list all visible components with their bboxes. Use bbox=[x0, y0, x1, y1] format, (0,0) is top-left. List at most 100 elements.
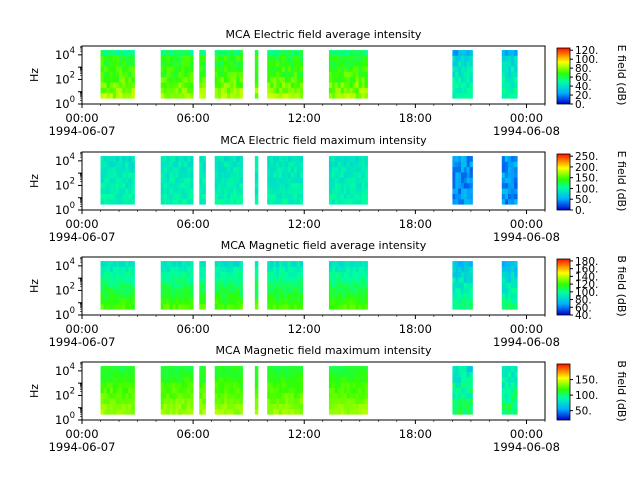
data-block bbox=[100, 366, 135, 415]
colorbar-tick-label: 100. bbox=[575, 54, 598, 66]
colorbar-tick-label: 250. bbox=[575, 151, 598, 163]
colorbar-tick-label: 100. bbox=[575, 287, 598, 299]
data-block bbox=[328, 156, 368, 205]
data-block bbox=[100, 156, 135, 205]
y-axis-label: Hz bbox=[28, 279, 41, 293]
x-tick-label: 06:00 bbox=[177, 111, 210, 125]
data-block bbox=[501, 50, 518, 99]
data-block bbox=[328, 261, 368, 310]
colorbar-tick-label: 50. bbox=[575, 194, 592, 206]
data-block bbox=[214, 156, 243, 205]
x-tick-label: 00:00 bbox=[510, 217, 543, 231]
data-block bbox=[267, 156, 304, 205]
colorbar-tick-label: 60. bbox=[575, 302, 592, 314]
colorbar-tick-label: 120. bbox=[575, 279, 598, 291]
colorbar-tick-label: 80. bbox=[575, 63, 592, 75]
x-tick-label: 00:00 bbox=[65, 217, 98, 231]
colorbar-tick-label: 140. bbox=[575, 271, 598, 283]
colorbar-tick-label: 40. bbox=[575, 81, 592, 93]
colorbar: 0.50.100.150.200.250. E field (dB) bbox=[556, 151, 628, 217]
y-ticks: 100 102 104 bbox=[55, 362, 82, 427]
data-block bbox=[214, 261, 243, 310]
x-tick-label: 06:00 bbox=[177, 322, 210, 336]
panel-title: MCA Magnetic field average intensity bbox=[221, 239, 427, 252]
data-block bbox=[267, 366, 304, 415]
data-block bbox=[501, 261, 518, 310]
data-block bbox=[254, 50, 259, 99]
x-tick-date: 1994-06-07 bbox=[49, 440, 116, 454]
x-tick-label: 00:00 bbox=[65, 427, 98, 441]
panel-2: MCA Electric field maximum intensity Hz 10… bbox=[28, 134, 628, 244]
data-block bbox=[160, 156, 194, 205]
panel-title: MCA Electric field average intensity bbox=[226, 28, 422, 41]
colorbar-tick-label: 100. bbox=[575, 390, 598, 402]
data-block bbox=[501, 156, 518, 205]
x-tick-label: 12:00 bbox=[288, 322, 321, 336]
x-tick-label: 18:00 bbox=[399, 427, 432, 441]
x-tick-date: 1994-06-08 bbox=[493, 230, 560, 244]
y-tick-label: 104 bbox=[55, 257, 75, 273]
x-tick-date: 1994-06-08 bbox=[493, 124, 560, 138]
colorbar: 0.20.40.60.80.100.120. E field (dB) bbox=[556, 45, 628, 111]
colorbar-tick-label: 150. bbox=[575, 173, 598, 185]
x-tick-date: 1994-06-07 bbox=[49, 230, 116, 244]
data-block bbox=[254, 366, 259, 415]
data-block bbox=[199, 366, 206, 415]
data-block bbox=[199, 261, 206, 310]
colorbar-label: B field (dB) bbox=[615, 255, 628, 316]
y-tick-label: 102 bbox=[55, 386, 75, 402]
x-tick-date: 1994-06-08 bbox=[493, 335, 560, 349]
colorbar-tick-label: 0. bbox=[575, 205, 585, 217]
colorbar-tick-label: 100. bbox=[575, 183, 598, 195]
colorbar-label: E field (dB) bbox=[615, 151, 628, 212]
axes-frame bbox=[81, 361, 546, 421]
colorbar-tick-label: 160. bbox=[575, 264, 598, 276]
x-tick-label: 18:00 bbox=[399, 217, 432, 231]
data-block bbox=[214, 366, 243, 415]
colorbar-label: E field (dB) bbox=[615, 45, 628, 106]
colorbar-tick-label: 180. bbox=[575, 256, 598, 268]
x-tick-date: 1994-06-07 bbox=[49, 335, 116, 349]
x-tick-date: 1994-06-08 bbox=[493, 440, 560, 454]
y-axis-label: Hz bbox=[28, 174, 41, 188]
data-block bbox=[214, 50, 243, 99]
spectrogram bbox=[100, 50, 518, 99]
panel-4: MCA Magnetic field maximum intensity Hz 10… bbox=[28, 344, 628, 454]
panel-title: MCA Electric field maximum intensity bbox=[220, 134, 427, 147]
colorbar-tick-label: 120. bbox=[575, 45, 598, 57]
data-block bbox=[328, 366, 368, 415]
data-block bbox=[160, 50, 194, 99]
colorbar-tick-label: 50. bbox=[575, 406, 592, 418]
axes-frame bbox=[81, 45, 546, 105]
data-block bbox=[199, 50, 206, 99]
x-tick-label: 06:00 bbox=[177, 217, 210, 231]
data-block bbox=[254, 156, 259, 205]
y-axis-label: Hz bbox=[28, 68, 41, 82]
colorbar-tick-label: 60. bbox=[575, 72, 592, 84]
data-block bbox=[452, 366, 473, 415]
x-tick-label: 12:00 bbox=[288, 427, 321, 441]
data-block bbox=[452, 156, 473, 205]
y-ticks: 100 102 104 bbox=[55, 152, 82, 217]
x-tick-label: 00:00 bbox=[510, 322, 543, 336]
x-tick-label: 00:00 bbox=[510, 427, 543, 441]
y-tick-label: 100 bbox=[55, 201, 75, 217]
data-block bbox=[100, 50, 135, 99]
y-axis-label: Hz bbox=[28, 384, 41, 398]
spectrogram bbox=[100, 156, 518, 205]
data-block bbox=[100, 261, 135, 310]
x-tick-date: 1994-06-07 bbox=[49, 124, 116, 138]
data-block bbox=[267, 50, 304, 99]
colorbar-tick-label: 20. bbox=[575, 90, 592, 102]
panel-1: MCA Electric field average intensity Hz 10… bbox=[28, 28, 628, 138]
colorbar: 40.60.80.100.120.140.160.180. B field (dB… bbox=[556, 255, 628, 322]
data-block bbox=[160, 261, 194, 310]
x-tick-label: 12:00 bbox=[288, 111, 321, 125]
colorbar-label: B field (dB) bbox=[615, 360, 628, 421]
data-block bbox=[254, 261, 259, 310]
x-tick-label: 18:00 bbox=[399, 111, 432, 125]
